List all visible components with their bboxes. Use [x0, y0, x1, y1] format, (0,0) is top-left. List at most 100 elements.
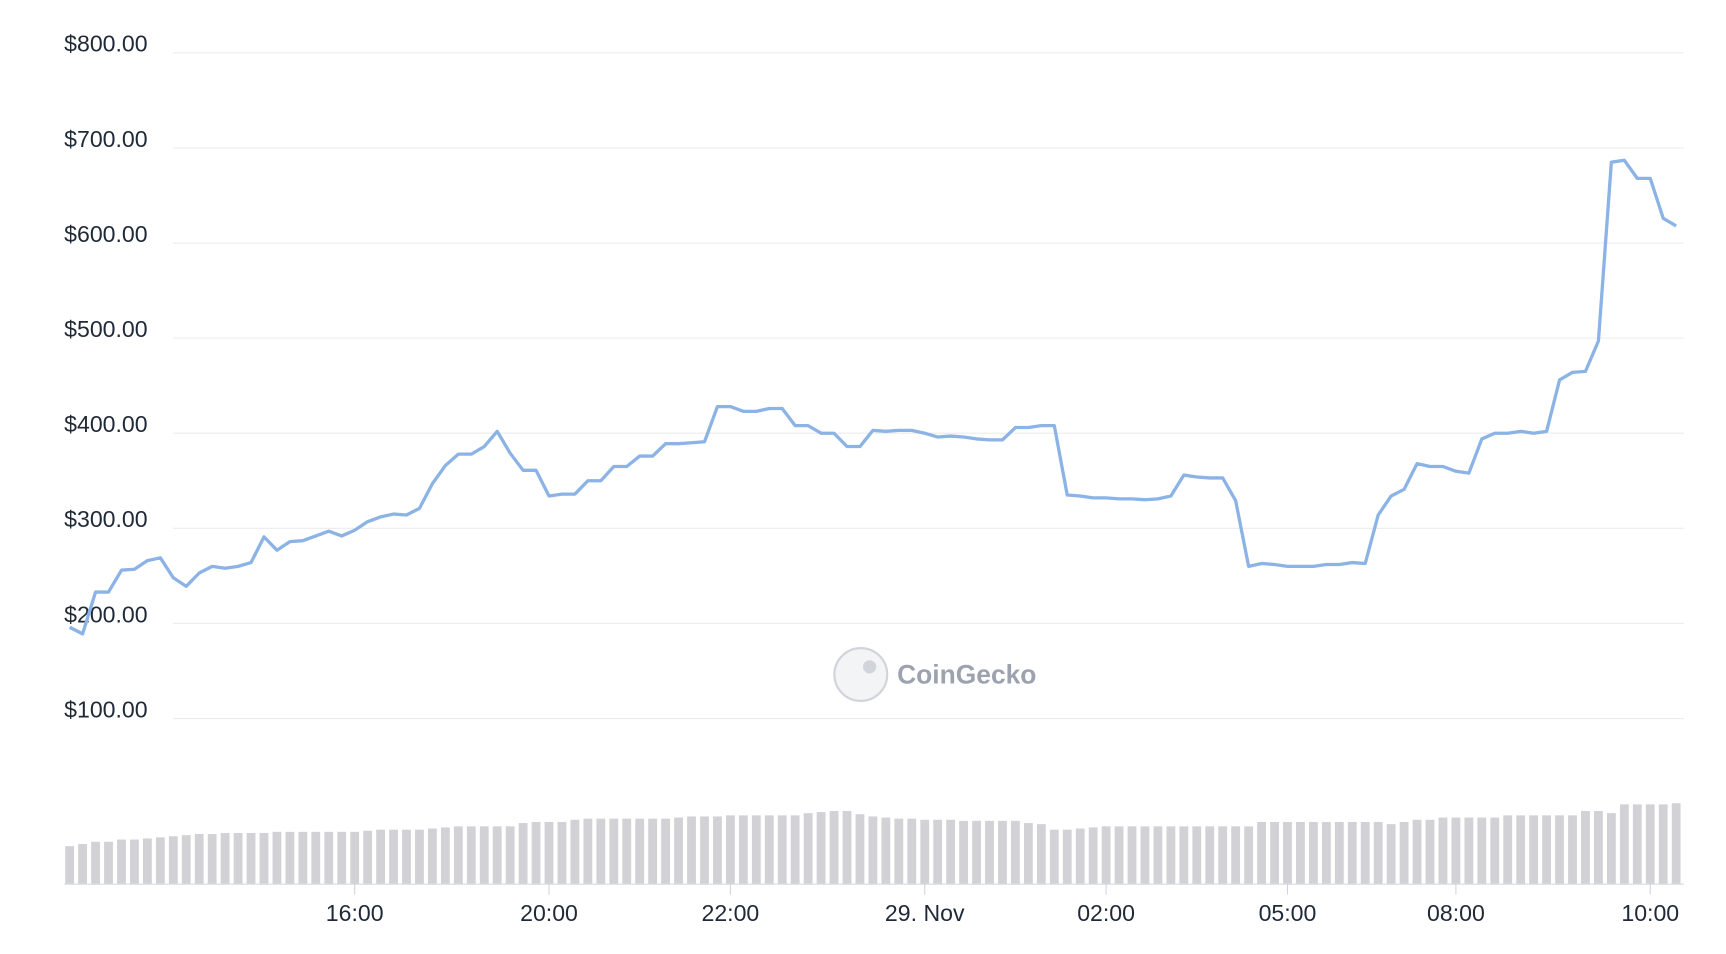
volume-bar	[376, 829, 385, 884]
volume-bar	[1425, 819, 1435, 884]
volume-bar	[1464, 817, 1474, 884]
volume-bar	[311, 831, 321, 884]
x-tick-label: 02:00	[1077, 900, 1135, 926]
volume-bar	[233, 832, 243, 884]
volume-bar	[570, 819, 580, 884]
y-tick-label: $400.00	[64, 411, 147, 437]
volume-bar	[479, 826, 489, 884]
volume-bar	[65, 846, 75, 884]
price-line	[68, 158, 1677, 636]
volume-bar	[220, 832, 230, 884]
volume-bar	[713, 816, 722, 884]
volume-bar	[998, 820, 1007, 884]
volume-bar	[1360, 821, 1370, 884]
volume-bar	[324, 831, 334, 884]
volume-bar	[622, 818, 632, 884]
volume-bar	[194, 834, 204, 884]
volume-bar	[91, 841, 100, 884]
x-tick-label: 20:00	[520, 900, 578, 926]
volume-bar	[1049, 829, 1059, 884]
volume-bar	[1179, 826, 1189, 884]
volume-bar	[363, 830, 373, 884]
volume-bar	[1127, 826, 1137, 884]
x-tick-label: 16:00	[326, 900, 384, 926]
volume-bar	[946, 819, 956, 884]
volume-bar	[1075, 828, 1085, 884]
watermark-text: CoinGecko	[897, 659, 1036, 689]
volume-bar	[1036, 824, 1046, 884]
volume-bar	[1632, 804, 1642, 884]
volume-bar	[1645, 804, 1655, 884]
volume-bar	[868, 816, 878, 884]
volume-bar	[1490, 817, 1500, 884]
volume-bar	[78, 843, 88, 884]
volume-bar	[117, 839, 126, 884]
volume-bar	[635, 818, 645, 884]
x-tick-label: 22:00	[701, 900, 759, 926]
volume-bar	[661, 818, 671, 884]
y-tick-label: $600.00	[64, 221, 147, 247]
volume-bar	[1594, 810, 1603, 884]
volume-bar	[1542, 815, 1552, 884]
volume-bar	[298, 831, 308, 884]
volume-bar	[1205, 826, 1215, 884]
volume-bar	[816, 812, 826, 884]
volume-bar	[725, 815, 735, 884]
watermark-logo-eye	[863, 660, 877, 674]
volume-bar	[557, 821, 567, 884]
x-tick-label: 08:00	[1427, 900, 1485, 926]
volume-bar	[1334, 821, 1344, 884]
y-tick-label: $300.00	[64, 506, 147, 532]
volume-bar	[700, 816, 709, 884]
watermark: CoinGecko	[833, 647, 1036, 703]
volume-bar	[907, 818, 917, 884]
volume-bar	[583, 818, 593, 884]
volume-bar	[1140, 826, 1150, 884]
volume-bar	[285, 831, 295, 884]
volume-bar	[531, 821, 541, 884]
x-tick-label: 29. Nov	[885, 900, 965, 926]
volume-bar	[1412, 819, 1422, 884]
volume-bar	[959, 820, 968, 884]
volume-bar	[402, 829, 411, 884]
volume-bar	[389, 829, 398, 884]
volume-bar	[596, 818, 606, 884]
volume-bar	[972, 820, 981, 884]
volume-bar	[687, 816, 696, 884]
y-tick-label: $700.00	[64, 126, 147, 152]
volume-bar	[855, 814, 865, 884]
x-tick-label: 10:00	[1621, 900, 1679, 926]
volume-bar	[337, 831, 347, 884]
volume-bar	[1529, 815, 1539, 884]
volume-bar	[1296, 821, 1305, 884]
volume-bar	[1373, 821, 1383, 884]
volume-bar	[350, 831, 360, 884]
volume-bar	[829, 810, 839, 884]
volume-bar	[259, 832, 269, 884]
volume-bar	[104, 841, 113, 884]
volume-bar	[1153, 826, 1163, 884]
volume-bar	[453, 826, 463, 884]
watermark-logo	[833, 647, 889, 703]
volume-bar	[1658, 804, 1668, 884]
volume-bar	[207, 834, 217, 884]
volume-bar	[1581, 810, 1590, 884]
volume-bar	[920, 819, 930, 884]
volume-bar	[492, 826, 502, 884]
volume-bar	[1516, 815, 1526, 884]
volume-bar	[272, 831, 282, 884]
volume-bar	[130, 839, 139, 884]
volume-bar	[544, 821, 554, 884]
volume-bar	[1399, 821, 1409, 884]
volume-bar	[1606, 813, 1616, 884]
volume-bar	[738, 815, 748, 884]
volume-bar	[1011, 820, 1020, 884]
volume-bar	[1477, 817, 1487, 884]
volume-bar	[428, 828, 437, 884]
volume-bar	[246, 832, 256, 884]
volume-bar	[933, 819, 943, 884]
volume-bar	[1568, 815, 1577, 884]
volume-bar	[1321, 821, 1331, 884]
volume-bar	[1257, 821, 1266, 884]
